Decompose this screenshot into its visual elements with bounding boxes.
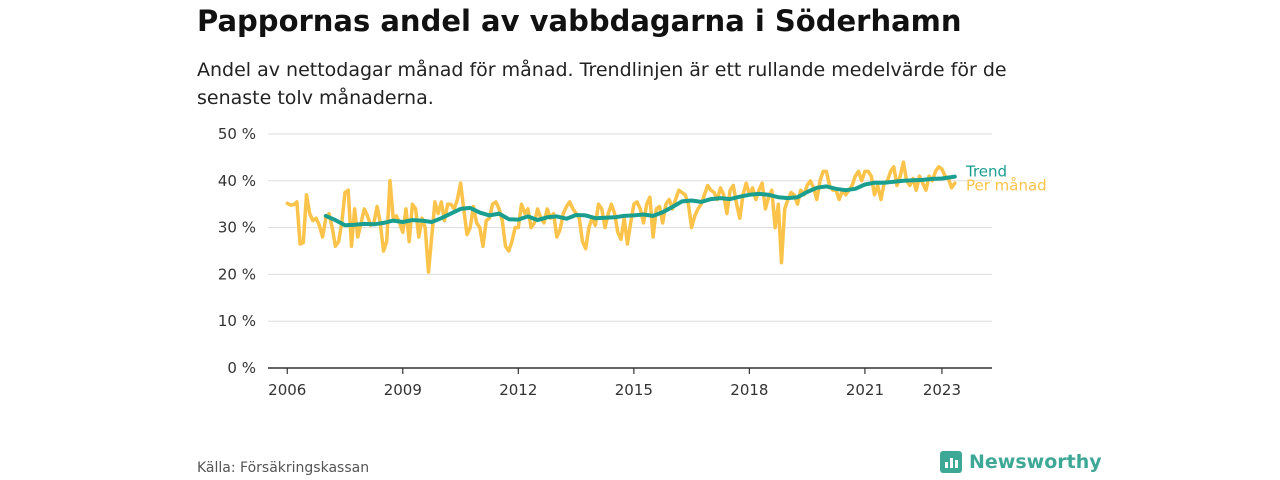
y-tick-label: 40 % <box>218 172 256 190</box>
x-axis: 2006 2009 2012 2015 2018 2021 2023 <box>268 367 992 399</box>
series-label-per-manad: Per månad <box>966 177 1047 195</box>
chart-subtitle: Andel av nettodagar månad för månad. Tre… <box>197 59 1007 109</box>
y-tick-label: 30 % <box>218 219 256 237</box>
source-note: Källa: Försäkringskassan <box>197 460 370 476</box>
y-tick-label: 20 % <box>218 265 256 283</box>
series-line-trend <box>323 174 957 228</box>
y-tick-label: 10 % <box>218 312 256 330</box>
newsworthy-logo-icon <box>940 451 962 473</box>
y-axis-labels: 0 % 10 % 20 % 30 % 40 % 50 % <box>218 125 256 377</box>
x-tick-label: 2021 <box>846 381 884 399</box>
x-tick-label: 2015 <box>615 381 653 399</box>
x-tick-label: 2023 <box>923 381 961 399</box>
x-tick-label: 2012 <box>499 381 537 399</box>
series-lines <box>285 160 957 274</box>
series-label-trend: Trend <box>965 163 1007 181</box>
chart-title: Pappornas andel av vabbdagarna i Söderha… <box>197 4 962 38</box>
x-tick-label: 2009 <box>384 381 422 399</box>
y-tick-label: 0 % <box>227 359 256 377</box>
x-tick-label: 2018 <box>730 381 768 399</box>
brand-name: Newsworthy <box>969 451 1102 473</box>
brand-logo: Newsworthy <box>940 451 1102 473</box>
y-tick-label: 50 % <box>218 125 256 143</box>
x-tick-label: 2006 <box>268 381 306 399</box>
